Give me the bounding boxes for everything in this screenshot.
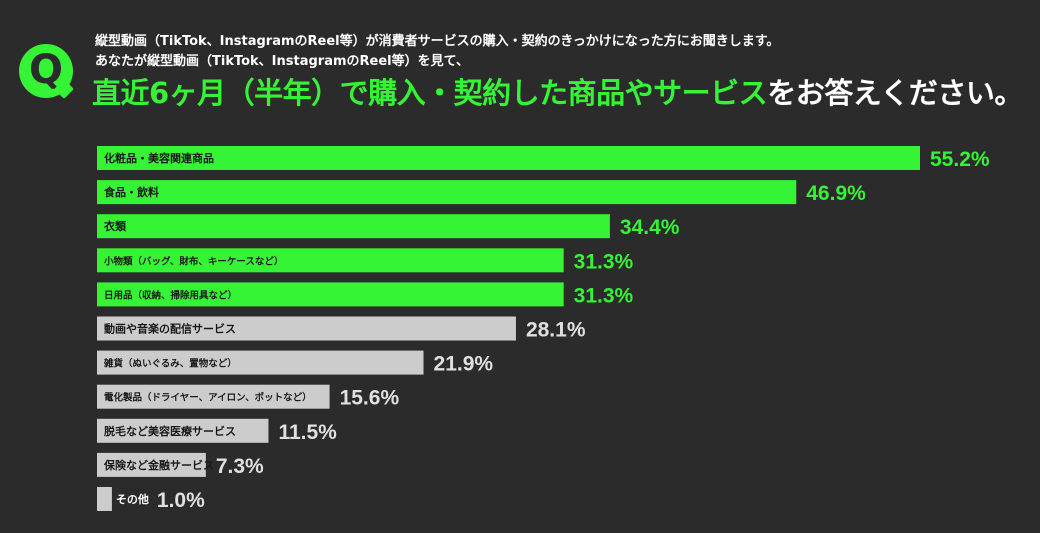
bar-8 [97, 418, 269, 443]
bar-4 [97, 282, 564, 307]
question-intro-line: 縦型動画（TikTok、InstagramのReel等）が消費者サービスの購入・… [95, 34, 780, 49]
question-badge-letter: Q [28, 46, 63, 93]
category-label-7: 電化製品（ドライヤー、アイロン、ポットなど） [104, 392, 312, 404]
bar-0 [97, 146, 920, 170]
value-label-10: 1.0% [157, 489, 205, 512]
category-label-1: 食品・飲料 [104, 185, 159, 199]
category-label-3: 小物類（バッグ、財布、キーケースなど） [103, 255, 283, 267]
category-label-8: 脱毛など美容医療サービス [104, 424, 236, 438]
category-label-9: 保険など金融サービス [103, 458, 214, 472]
value-label-4: 31.3% [574, 284, 634, 307]
value-label-6: 21.9% [434, 353, 494, 376]
value-label-8: 11.5% [278, 421, 337, 444]
bar-6 [97, 350, 424, 375]
question-context-line: あなたが縦型動画（TikTok、InstagramのReel等）を見て、 [95, 54, 469, 69]
category-label-4: 日用品（収納、掃除用具など） [104, 289, 237, 301]
value-label-0: 55.2% [930, 148, 990, 171]
value-label-7: 15.6% [340, 387, 400, 410]
category-label-2: 衣類 [104, 219, 127, 233]
value-label-5: 28.1% [526, 319, 586, 342]
question-badge: Q [19, 44, 73, 98]
category-label-6: 雑貨（ぬいぐるみ、置物など） [103, 358, 237, 370]
value-label-1: 46.9% [806, 182, 866, 205]
value-label-9: 7.3% [216, 455, 264, 478]
bar-2 [97, 214, 610, 239]
category-label-5: 動画や音楽の配信サービス [104, 322, 236, 336]
bar-9 [97, 452, 206, 477]
headline-tail: をお答えください。 [767, 76, 1023, 110]
headline-highlight: 直近6ヶ月（半年）で購入・契約した商品やサービス [92, 76, 768, 110]
category-label-10: その他 [116, 492, 149, 506]
question-headline: 直近6ヶ月（半年）で購入・契約した商品やサービスをお答えください。 [92, 70, 1023, 112]
bar-10 [97, 487, 112, 511]
bar-7 [97, 384, 330, 409]
bar-1 [97, 180, 797, 205]
category-label-0: 化粧品・美容関連商品 [104, 151, 214, 165]
bar-5 [97, 316, 516, 341]
value-label-3: 31.3% [574, 250, 634, 273]
bar-3 [97, 248, 564, 273]
value-label-2: 34.4% [620, 216, 680, 239]
